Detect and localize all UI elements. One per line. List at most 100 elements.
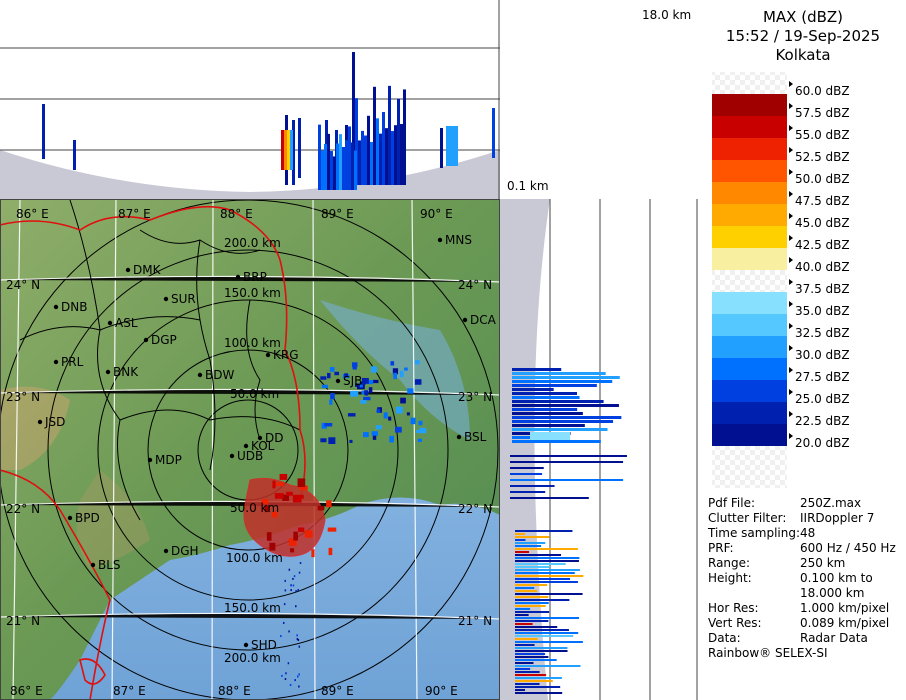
top-height-label: 18.0 km (642, 8, 692, 22)
echo-cell (418, 420, 423, 426)
lon-label: 88° E (218, 684, 251, 698)
echo-row (515, 668, 531, 670)
echo-column (290, 130, 293, 170)
echo-row (512, 384, 597, 387)
echo-cell (407, 388, 414, 394)
echo-cell (395, 426, 402, 433)
echo-row (515, 629, 569, 631)
city-label: PRL (61, 355, 84, 369)
echo-cell (304, 530, 313, 538)
scale-arrow (789, 81, 793, 87)
echo-column (318, 124, 321, 190)
echo-cell (347, 413, 356, 417)
echo-row (515, 596, 549, 598)
bottom-height-label: 0.1 km (507, 179, 549, 193)
echo-column (367, 115, 370, 185)
echo-column (446, 126, 449, 166)
scale-label: 55.0 dBZ (795, 128, 850, 142)
echo-cell (292, 577, 294, 580)
city-dot (105, 369, 111, 375)
echo-row (515, 605, 546, 607)
footer-credit: Rainbow® SELEX-SI (708, 646, 828, 660)
echo-row (515, 647, 568, 649)
echo-cell (295, 590, 297, 593)
echo-cell (292, 584, 295, 587)
range-label: 50.0 km (230, 387, 279, 401)
echo-row (515, 569, 580, 571)
echo-cell (344, 373, 348, 377)
info-key: Hor Res: (708, 601, 759, 615)
city-dot (243, 443, 249, 449)
echo-cell (280, 635, 282, 638)
echo-row (515, 641, 583, 643)
echo-row (510, 485, 555, 487)
echo-row (515, 590, 538, 592)
echo-row (515, 632, 579, 634)
scale-arrow (789, 301, 793, 307)
echo-cell (354, 391, 359, 396)
echo-row (515, 686, 561, 688)
echo-cell (371, 366, 378, 373)
echo-column (400, 123, 403, 185)
scale-arrow (789, 169, 793, 175)
echo-cell (321, 384, 329, 389)
echo-column (370, 141, 373, 185)
scale-swatch (712, 116, 787, 138)
city-label: BNK (113, 365, 139, 379)
echo-row (512, 376, 620, 379)
echo-cell (351, 362, 358, 368)
scale-arrow (789, 345, 793, 351)
echo-cell (359, 382, 363, 388)
echo-cell (284, 678, 287, 681)
echo-row (510, 455, 627, 457)
scale-swatch (712, 402, 787, 424)
echo-row (515, 599, 570, 601)
city-label: KOL (251, 439, 275, 453)
echo-cell (361, 377, 369, 384)
scale-arrow (789, 103, 793, 109)
range-label: 200.0 km (224, 651, 281, 665)
lat-label: 23° N (458, 390, 492, 404)
echo-row (512, 400, 604, 403)
echo-cell (321, 422, 327, 429)
scale-swatch (712, 138, 787, 160)
city-label: SJB (343, 374, 362, 388)
color-scale (712, 72, 793, 488)
echo-row (515, 587, 535, 589)
echo-row (515, 671, 540, 673)
echo-row (510, 467, 544, 469)
echo-row (512, 420, 614, 423)
city-dot (229, 453, 235, 459)
echo-row (530, 432, 570, 440)
echo-column (336, 143, 339, 190)
info-key: Height: (708, 571, 752, 585)
range-label: 150.0 km (224, 601, 281, 615)
echo-column (333, 156, 336, 190)
scale-swatch (712, 424, 787, 446)
echo-column (42, 104, 45, 159)
echo-column (330, 151, 333, 190)
echo-column (348, 126, 351, 190)
city-dot (37, 419, 43, 425)
echo-cell (327, 527, 337, 532)
echo-column (403, 89, 406, 185)
echo-column (391, 131, 394, 185)
city-label: DCA (470, 313, 497, 327)
scale-arrow (789, 279, 793, 285)
echo-cell (417, 438, 423, 442)
echo-cell (328, 437, 336, 445)
scale-label: 40.0 dBZ (795, 260, 850, 274)
echo-cell (298, 645, 301, 648)
city-label: BLS (98, 558, 121, 572)
city-dot (265, 352, 271, 358)
echo-row (515, 617, 580, 619)
echo-row (510, 479, 624, 481)
city-label: SUR (171, 292, 196, 306)
scale-arrow (789, 213, 793, 219)
echo-cell (355, 383, 359, 387)
echo-column (73, 140, 76, 170)
echo-column (388, 85, 391, 185)
echo-row (515, 533, 526, 535)
echo-cell (390, 361, 395, 366)
scale-label: 35.0 dBZ (795, 304, 850, 318)
